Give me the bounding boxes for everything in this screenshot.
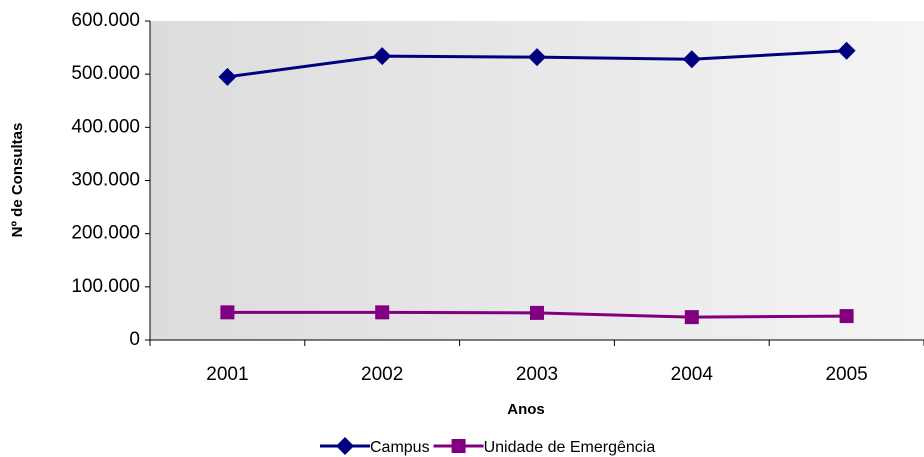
legend-label: Campus — [370, 439, 430, 456]
data-point — [682, 50, 701, 69]
y-tick-label: 500.000 — [71, 63, 140, 84]
y-tick-label: 300.000 — [71, 170, 140, 191]
x-tick-label: 2003 — [516, 364, 558, 385]
y-tick-label: 100.000 — [71, 276, 140, 297]
y-axis-title: Nº de Consultas — [9, 123, 26, 238]
x-axis-title: Anos — [507, 401, 545, 418]
legend-label: Unidade de Emergência — [484, 439, 656, 456]
data-point — [218, 67, 237, 86]
y-tick-label: 0 — [129, 329, 140, 350]
data-point — [373, 47, 392, 66]
legend-marker — [451, 439, 466, 453]
data-point — [839, 309, 854, 324]
x-tick-label: 2001 — [206, 364, 248, 385]
x-tick-label: 2005 — [825, 364, 867, 385]
x-tick-label: 2002 — [361, 364, 403, 385]
x-tick-label: 2004 — [671, 364, 714, 385]
data-point — [528, 48, 546, 67]
data-point — [837, 41, 856, 60]
data-point — [220, 305, 235, 320]
y-tick-label: 600.000 — [71, 10, 140, 31]
plot-area — [150, 21, 924, 340]
data-point — [684, 310, 699, 325]
data-point — [375, 305, 390, 320]
data-point — [530, 305, 544, 320]
y-tick-label: 400.000 — [71, 116, 140, 137]
y-tick-label: 200.000 — [71, 223, 140, 244]
legend-marker — [336, 437, 354, 455]
